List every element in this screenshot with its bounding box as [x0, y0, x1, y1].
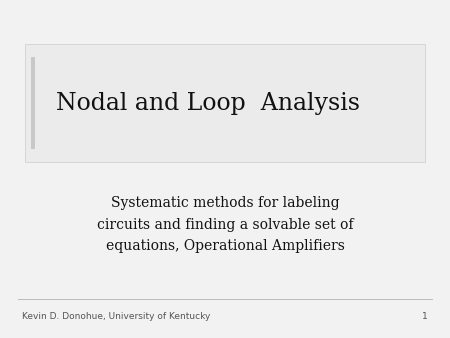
- Text: Nodal and Loop  Analysis: Nodal and Loop Analysis: [56, 92, 360, 115]
- Text: Kevin D. Donohue, University of Kentucky: Kevin D. Donohue, University of Kentucky: [22, 312, 211, 320]
- Bar: [25, 44, 425, 162]
- Text: Systematic methods for labeling
circuits and finding a solvable set of
equations: Systematic methods for labeling circuits…: [97, 196, 353, 254]
- Text: 1: 1: [422, 312, 428, 320]
- Bar: [31, 57, 35, 149]
